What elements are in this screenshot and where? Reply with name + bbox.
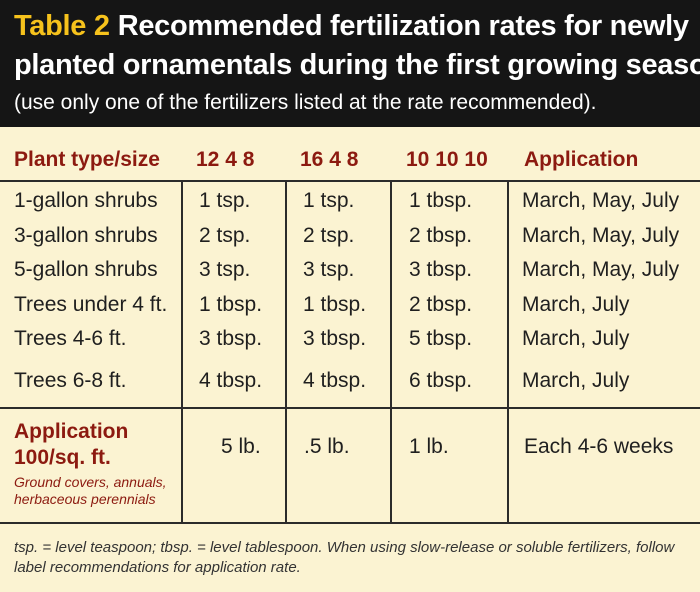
plant-type-cell: 5-gallon shrubs xyxy=(14,258,158,281)
column-header-application: Application xyxy=(524,148,639,171)
rate-cell-16-4-8: 3 tbsp. xyxy=(303,327,367,350)
application-cell: March, May, July xyxy=(522,224,680,247)
column-header-10-10-10: 10 10 10 xyxy=(406,148,488,171)
application-cell: March, July xyxy=(522,369,630,392)
rows-divider xyxy=(0,407,700,409)
plant-type-cell: Trees 6-8 ft. xyxy=(14,369,127,392)
rate-cell-16-4-8: 1 tsp. xyxy=(303,189,355,212)
header-divider xyxy=(0,180,700,182)
application-cell: March, May, July xyxy=(522,189,680,212)
rate-cell-10-10-10: 2 tbsp. xyxy=(409,224,473,247)
plant-type-cell: 3-gallon shrubs xyxy=(14,224,158,247)
amount-cell-10-10-10: 1 lb. xyxy=(409,435,449,458)
table-bottom-rule xyxy=(0,522,700,524)
rate-cell-10-10-10: 2 tbsp. xyxy=(409,293,473,316)
rate-cell-12-4-8: 1 tsp. xyxy=(199,189,251,212)
plant-type-cell: Trees under 4 ft. xyxy=(14,293,168,316)
application-cell: March, May, July xyxy=(522,258,680,281)
table-number: Table 2 xyxy=(14,10,110,42)
amount-cell-16-4-8: .5 lb. xyxy=(304,435,350,458)
column-divider xyxy=(507,181,509,522)
rate-cell-12-4-8: 4 tbsp. xyxy=(199,369,263,392)
rate-cell-12-4-8: 1 tbsp. xyxy=(199,293,263,316)
table-header-banner: Table 2 Recommended fertilization rates f… xyxy=(0,0,700,127)
application-note: Ground covers, annuals, herbaceous peren… xyxy=(14,474,167,507)
application-cell: March, July xyxy=(522,327,630,350)
rate-cell-10-10-10: 6 tbsp. xyxy=(409,369,473,392)
rate-cell-12-4-8: 3 tsp. xyxy=(199,258,251,281)
application-frequency-cell: Each 4-6 weeks xyxy=(524,435,674,458)
column-divider xyxy=(285,181,287,522)
rate-cell-16-4-8: 2 tsp. xyxy=(303,224,355,247)
plant-type-cell: Trees 4-6 ft. xyxy=(14,327,127,350)
rate-cell-12-4-8: 2 tsp. xyxy=(199,224,251,247)
rate-cell-10-10-10: 5 tbsp. xyxy=(409,327,473,350)
rate-cell-10-10-10: 1 tbsp. xyxy=(409,189,473,212)
title-line-1: Table 2 Recommended fertilization rates f… xyxy=(14,10,689,43)
subtitle: (use only one of the fertilizers listed … xyxy=(14,91,597,114)
amount-cell-12-4-8: 5 lb. xyxy=(221,435,261,458)
application-area-label: 100/sq. ft. xyxy=(14,446,111,469)
title-line-2: planted ornamentals during the first gro… xyxy=(14,49,700,81)
plant-type-cell: 1-gallon shrubs xyxy=(14,189,158,212)
column-divider xyxy=(181,181,183,522)
application-label: Application xyxy=(14,420,129,443)
footnote: tsp. = level teaspoon; tbsp. = level tab… xyxy=(14,539,675,576)
column-header-16-4-8: 16 4 8 xyxy=(300,148,359,171)
column-header-12-4-8: 12 4 8 xyxy=(196,148,255,171)
column-header-plant-type: Plant type/size xyxy=(14,148,160,171)
rate-cell-16-4-8: 3 tsp. xyxy=(303,258,355,281)
title-text-1: Recommended fertilization rates for newl… xyxy=(117,10,689,42)
rate-cell-16-4-8: 1 tbsp. xyxy=(303,293,367,316)
application-cell: March, July xyxy=(522,293,630,316)
rate-cell-10-10-10: 3 tbsp. xyxy=(409,258,473,281)
column-divider xyxy=(390,181,392,522)
rate-cell-12-4-8: 3 tbsp. xyxy=(199,327,263,350)
rate-cell-16-4-8: 4 tbsp. xyxy=(303,369,367,392)
